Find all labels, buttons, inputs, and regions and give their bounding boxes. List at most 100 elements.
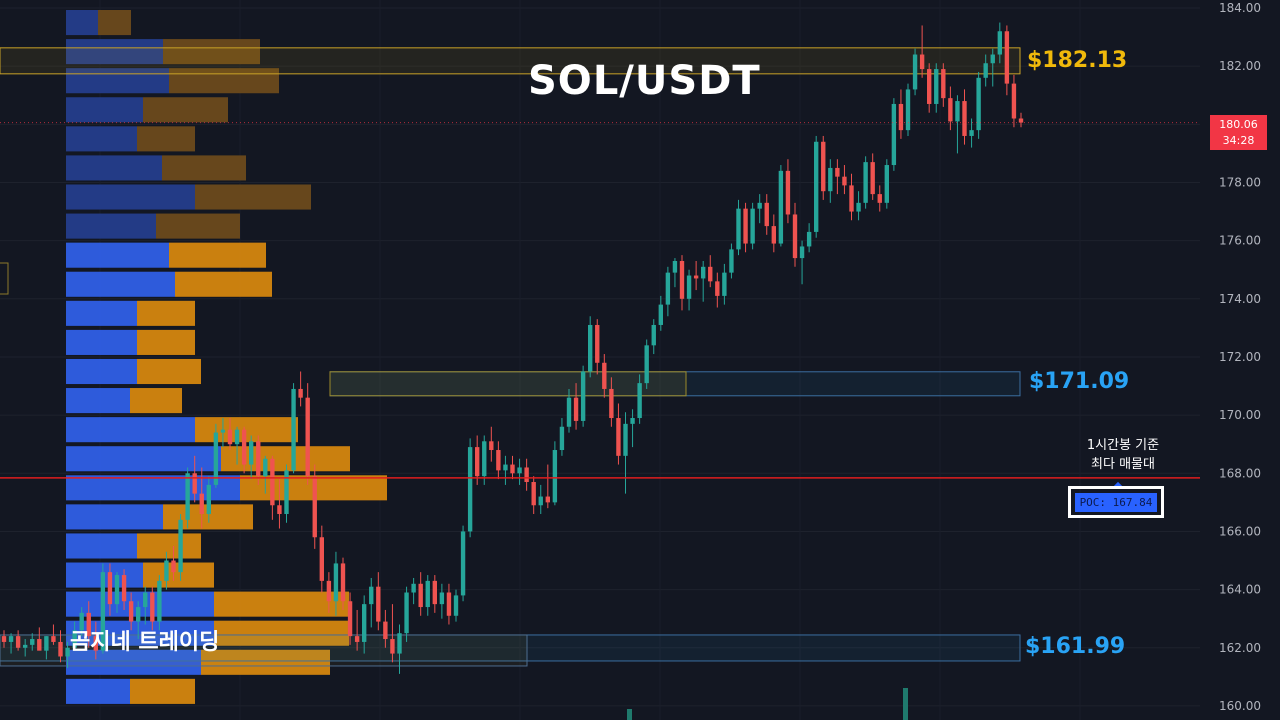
- profile-sell-bar: [201, 649, 330, 675]
- zone-stub: [0, 262, 9, 295]
- candle-body: [319, 537, 325, 581]
- candle-body: [354, 636, 360, 642]
- candle-body: [835, 167, 840, 177]
- candle-body: [8, 636, 14, 642]
- candle-body: [983, 63, 988, 78]
- price-tick-label: 170.00: [1219, 408, 1261, 422]
- candle-body: [573, 397, 579, 421]
- candle-body: [135, 607, 141, 622]
- candle-body: [418, 583, 423, 608]
- level-label-171: $171.09: [1029, 369, 1130, 395]
- candle-body: [799, 246, 805, 259]
- candle-body: [432, 580, 438, 605]
- price-tick-label: 174.00: [1219, 292, 1261, 306]
- profile-sell-bar: [175, 271, 272, 297]
- profile-sell-bar: [163, 39, 260, 65]
- profile-buy-bar: [66, 271, 175, 297]
- profile-buy-bar: [66, 68, 169, 94]
- candle-body: [369, 586, 374, 605]
- candle-body: [884, 165, 890, 203]
- candle-body: [298, 388, 303, 398]
- candle-body: [510, 464, 515, 474]
- candle-body: [828, 167, 833, 192]
- candle-body: [750, 208, 755, 244]
- candle-body: [778, 170, 784, 244]
- candle-body: [489, 441, 494, 451]
- candle-body: [65, 647, 70, 657]
- price-tick-label: 184.00: [1219, 1, 1261, 15]
- candle-body: [164, 560, 169, 581]
- candle-body: [813, 141, 819, 232]
- price-tick-label: 164.00: [1219, 583, 1261, 597]
- profile-sell-bar: [169, 68, 279, 94]
- candle-body: [700, 266, 706, 279]
- price-tick-label: 166.00: [1219, 524, 1261, 538]
- candle-body: [1011, 83, 1017, 119]
- candle-body: [58, 641, 63, 657]
- candle-body: [722, 272, 727, 296]
- profile-buy-bar: [66, 678, 130, 704]
- candle-body: [517, 467, 522, 474]
- price-tick-label: 168.00: [1219, 466, 1261, 480]
- candle-body: [121, 575, 127, 602]
- profile-buy-bar: [66, 504, 163, 530]
- profile-buy-bar: [66, 213, 156, 239]
- candle-body: [849, 185, 854, 212]
- profile-buy-bar: [66, 39, 163, 65]
- candle-body: [72, 630, 77, 648]
- candle-body: [460, 531, 466, 596]
- candle-body: [693, 275, 699, 279]
- candle-body: [595, 324, 600, 363]
- candle-body: [1004, 31, 1010, 84]
- candle-body: [616, 418, 621, 456]
- candle-body: [128, 601, 134, 622]
- candle-body: [856, 202, 861, 212]
- candle-body: [672, 260, 678, 273]
- candle-body: [990, 54, 995, 64]
- candle-body: [248, 441, 254, 465]
- candle-body: [962, 101, 967, 136]
- candlestick-series: [1, 22, 1024, 674]
- candle-body: [474, 447, 480, 477]
- candle-body: [587, 324, 593, 372]
- candle-body: [651, 324, 656, 346]
- candle-body: [955, 101, 960, 122]
- candle-body: [976, 77, 981, 131]
- candle-body: [100, 572, 106, 651]
- candle-body: [157, 580, 162, 622]
- profile-buy-bar: [66, 388, 130, 414]
- candle-body: [213, 432, 219, 485]
- candle-body: [390, 639, 395, 654]
- candle-body: [729, 249, 734, 273]
- candle-body: [877, 194, 882, 203]
- candle-body: [347, 601, 353, 637]
- profile-sell-bar: [221, 446, 350, 472]
- candle-body: [397, 633, 402, 654]
- profile-buy-bar: [66, 10, 98, 36]
- candle-body: [234, 429, 240, 445]
- candle-body: [467, 447, 473, 532]
- profile-buy-bar: [66, 533, 137, 559]
- candle-body: [1018, 118, 1024, 123]
- candle-body: [792, 214, 798, 259]
- candle-body: [206, 484, 212, 514]
- candle-body: [51, 636, 56, 642]
- candle-body: [842, 176, 847, 186]
- candle-body: [453, 595, 459, 616]
- candle-body: [143, 592, 148, 608]
- profile-buy-bar: [66, 300, 137, 326]
- candle-body: [771, 226, 777, 244]
- profile-sell-bar: [143, 97, 228, 123]
- profile-buy-bar: [66, 184, 195, 210]
- profile-sell-bar: [195, 417, 298, 443]
- candle-body: [503, 464, 508, 471]
- profile-sell-bar: [98, 10, 131, 36]
- candle-body: [580, 371, 586, 421]
- candle-body: [545, 496, 551, 503]
- price-axis[interactable]: 184.00182.00180.00178.00176.00174.00172.…: [1200, 0, 1280, 720]
- candle-body: [559, 426, 565, 451]
- candle-body: [150, 592, 155, 622]
- candle-body: [863, 162, 868, 203]
- candle-body: [376, 586, 381, 622]
